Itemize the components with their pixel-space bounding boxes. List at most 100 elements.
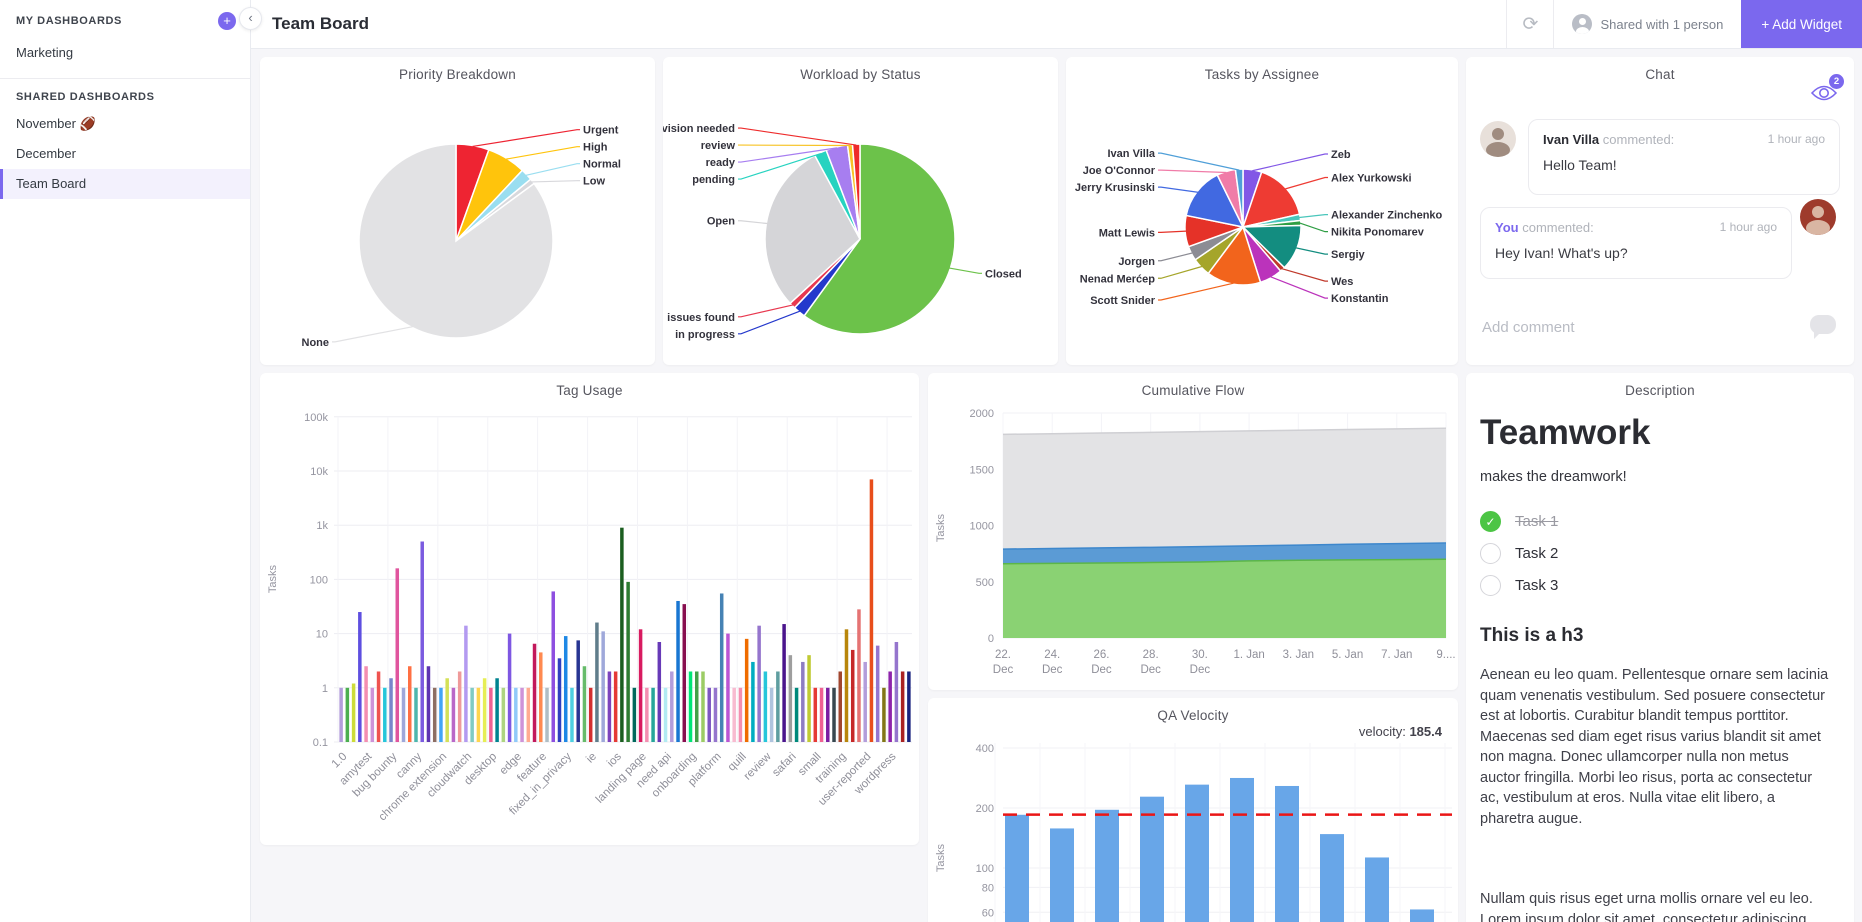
svg-text:Alexander Zinchenko: Alexander Zinchenko (1331, 210, 1443, 222)
svg-text:issues found: issues found (667, 312, 735, 324)
sidebar-item-november[interactable]: November 🏈 (16, 116, 96, 131)
sidebar-header: MY DASHBOARDS + (0, 0, 250, 38)
svg-text:pending: pending (692, 174, 735, 186)
svg-text:2000: 2000 (970, 408, 994, 420)
comment-header: You commented: 1 hour ago (1495, 220, 1777, 235)
svg-text:Tasks: Tasks (267, 564, 279, 593)
svg-text:Dec: Dec (993, 664, 1014, 676)
comment-action: commented: (1522, 220, 1594, 235)
comment-author: Ivan Villa (1543, 132, 1600, 147)
refresh-icon: ⟳ (1522, 13, 1539, 35)
description-paragraph: Nullam quis risus eget urna mollis ornar… (1480, 891, 1813, 922)
widget-title: Cumulative Flow (1141, 383, 1245, 398)
workload-by-status-pie-chart[interactable]: revision needed review ready pending Open iss… (663, 57, 1058, 365)
widget-priority-breakdown: Priority Breakdown None Urgent High Normal L… (260, 57, 655, 365)
svg-text:3. Jan: 3. Jan (1283, 649, 1314, 661)
comment-text: Hello Team! (1543, 157, 1617, 173)
svg-text:review: review (701, 140, 736, 152)
svg-text:400: 400 (976, 743, 994, 755)
person-icon (1572, 14, 1593, 34)
widget-title: Tasks by Assignee (1204, 67, 1320, 82)
svg-text:24.: 24. (1044, 649, 1060, 661)
widget-tasks-by-assignee: Tasks by Assignee Ivan Villa Joe O'Connor… (1066, 57, 1458, 365)
task-checkbox[interactable] (1480, 542, 1501, 564)
svg-text:9....: 9.... (1436, 649, 1455, 661)
task-checkbox-checked[interactable]: ✓ (1480, 510, 1501, 532)
svg-text:Open: Open (707, 216, 735, 228)
svg-text:High: High (583, 142, 608, 154)
widget-title: Workload by Status (800, 67, 921, 82)
task-label: Task 2 (1515, 544, 1559, 562)
sidebar-item-marketing[interactable]: Marketing (16, 45, 74, 60)
chat-comment: Ivan Villa commented: 1 hour ago Hello T… (1528, 119, 1840, 195)
description-h3: This is a h3 (1480, 625, 1584, 646)
task-checkbox[interactable] (1480, 574, 1501, 596)
svg-text:Dec: Dec (1042, 664, 1063, 676)
svg-text:0: 0 (988, 633, 994, 645)
shared-with-button[interactable]: Shared with 1 person (1553, 0, 1741, 48)
svg-text:1500: 1500 (970, 464, 994, 476)
widget-title: Chat (1645, 67, 1675, 82)
svg-text:1. Jan: 1. Jan (1233, 649, 1264, 661)
svg-text:7. Jan: 7. Jan (1381, 649, 1412, 661)
sidebar-collapse-button[interactable]: ‹ (239, 7, 262, 30)
my-dashboards-heading: MY DASHBOARDS (16, 15, 122, 27)
eye-icon (1810, 85, 1838, 101)
add-comment-input[interactable]: Add comment (1482, 319, 1575, 336)
widget-description: Description Teamwork makes the dreamwork… (1466, 373, 1854, 922)
watchers-count-badge: 2 (1829, 74, 1844, 89)
comment-timestamp: 1 hour ago (1767, 132, 1825, 146)
sidebar-item-december[interactable]: December (16, 146, 76, 161)
widget-qa-velocity: QA Velocity velocity: 185.4 400 200 100 80 6… (928, 698, 1458, 922)
task-item: ✓ Task 1 (1480, 509, 1558, 533)
svg-text:Sergiy: Sergiy (1331, 249, 1366, 261)
description-subheading: makes the dreamwork! (1480, 469, 1627, 485)
velocity-annotation: velocity: 185.4 (1359, 724, 1442, 739)
svg-text:Joe O'Connor: Joe O'Connor (1083, 165, 1156, 177)
task-item: Task 3 (1480, 573, 1558, 597)
svg-text:200: 200 (976, 803, 994, 815)
add-widget-button[interactable]: + Add Widget (1741, 0, 1862, 48)
widget-title: Priority Breakdown (399, 67, 516, 82)
widget-title: Description (1625, 383, 1695, 398)
svg-text:Jerry Krusinski: Jerry Krusinski (1075, 182, 1155, 194)
refresh-button[interactable]: ⟳ (1506, 0, 1553, 48)
watchers-button[interactable]: 2 (1810, 74, 1844, 107)
priority-breakdown-pie-chart[interactable]: None Urgent High Normal Low (260, 57, 655, 365)
svg-text:22.: 22. (995, 649, 1011, 661)
sidebar-item-team-board[interactable]: Team Board (0, 169, 250, 199)
svg-text:500: 500 (976, 577, 994, 589)
widget-cumulative-flow: Cumulative Flow 0 500 1000 1500 2000 22. Dec 24… (928, 373, 1458, 690)
send-comment-icon[interactable] (1810, 315, 1836, 339)
svg-text:1k: 1k (316, 520, 328, 532)
widget-title: Tag Usage (556, 383, 623, 398)
svg-text:26.: 26. (1093, 649, 1109, 661)
svg-text:100k: 100k (304, 412, 328, 424)
sidebar-divider (0, 78, 250, 79)
svg-text:in progress: in progress (675, 329, 735, 341)
svg-text:Jorgen: Jorgen (1118, 256, 1155, 268)
qa-velocity-bar-chart[interactable]: 400 200 100 80 60 Tasks (928, 698, 1458, 922)
avatar[interactable] (1480, 121, 1516, 157)
svg-text:Konstantin: Konstantin (1331, 293, 1389, 305)
svg-text:Urgent: Urgent (583, 125, 619, 137)
svg-text:1000: 1000 (970, 521, 994, 533)
avatar[interactable] (1800, 199, 1836, 235)
svg-text:5. Jan: 5. Jan (1332, 649, 1363, 661)
svg-text:Dec: Dec (1140, 664, 1161, 676)
svg-text:80: 80 (982, 882, 994, 894)
cumulative-flow-area-chart[interactable]: 0 500 1000 1500 2000 22. Dec 24. Dec 26. Dec 28. Dec… (928, 373, 1458, 690)
svg-text:ios: ios (605, 750, 624, 769)
svg-text:10k: 10k (310, 466, 328, 478)
task-item: Task 2 (1480, 541, 1558, 565)
add-dashboard-icon[interactable]: + (218, 12, 236, 30)
svg-text:0.1: 0.1 (313, 737, 328, 749)
tasks-by-assignee-pie-chart[interactable]: Ivan Villa Joe O'Connor Jerry Krusinski Mat… (1066, 57, 1458, 365)
svg-text:1: 1 (322, 683, 328, 695)
svg-text:Zeb: Zeb (1331, 149, 1351, 161)
svg-text:ie: ie (584, 751, 599, 766)
svg-text:28.: 28. (1143, 649, 1159, 661)
svg-text:10: 10 (316, 629, 328, 641)
